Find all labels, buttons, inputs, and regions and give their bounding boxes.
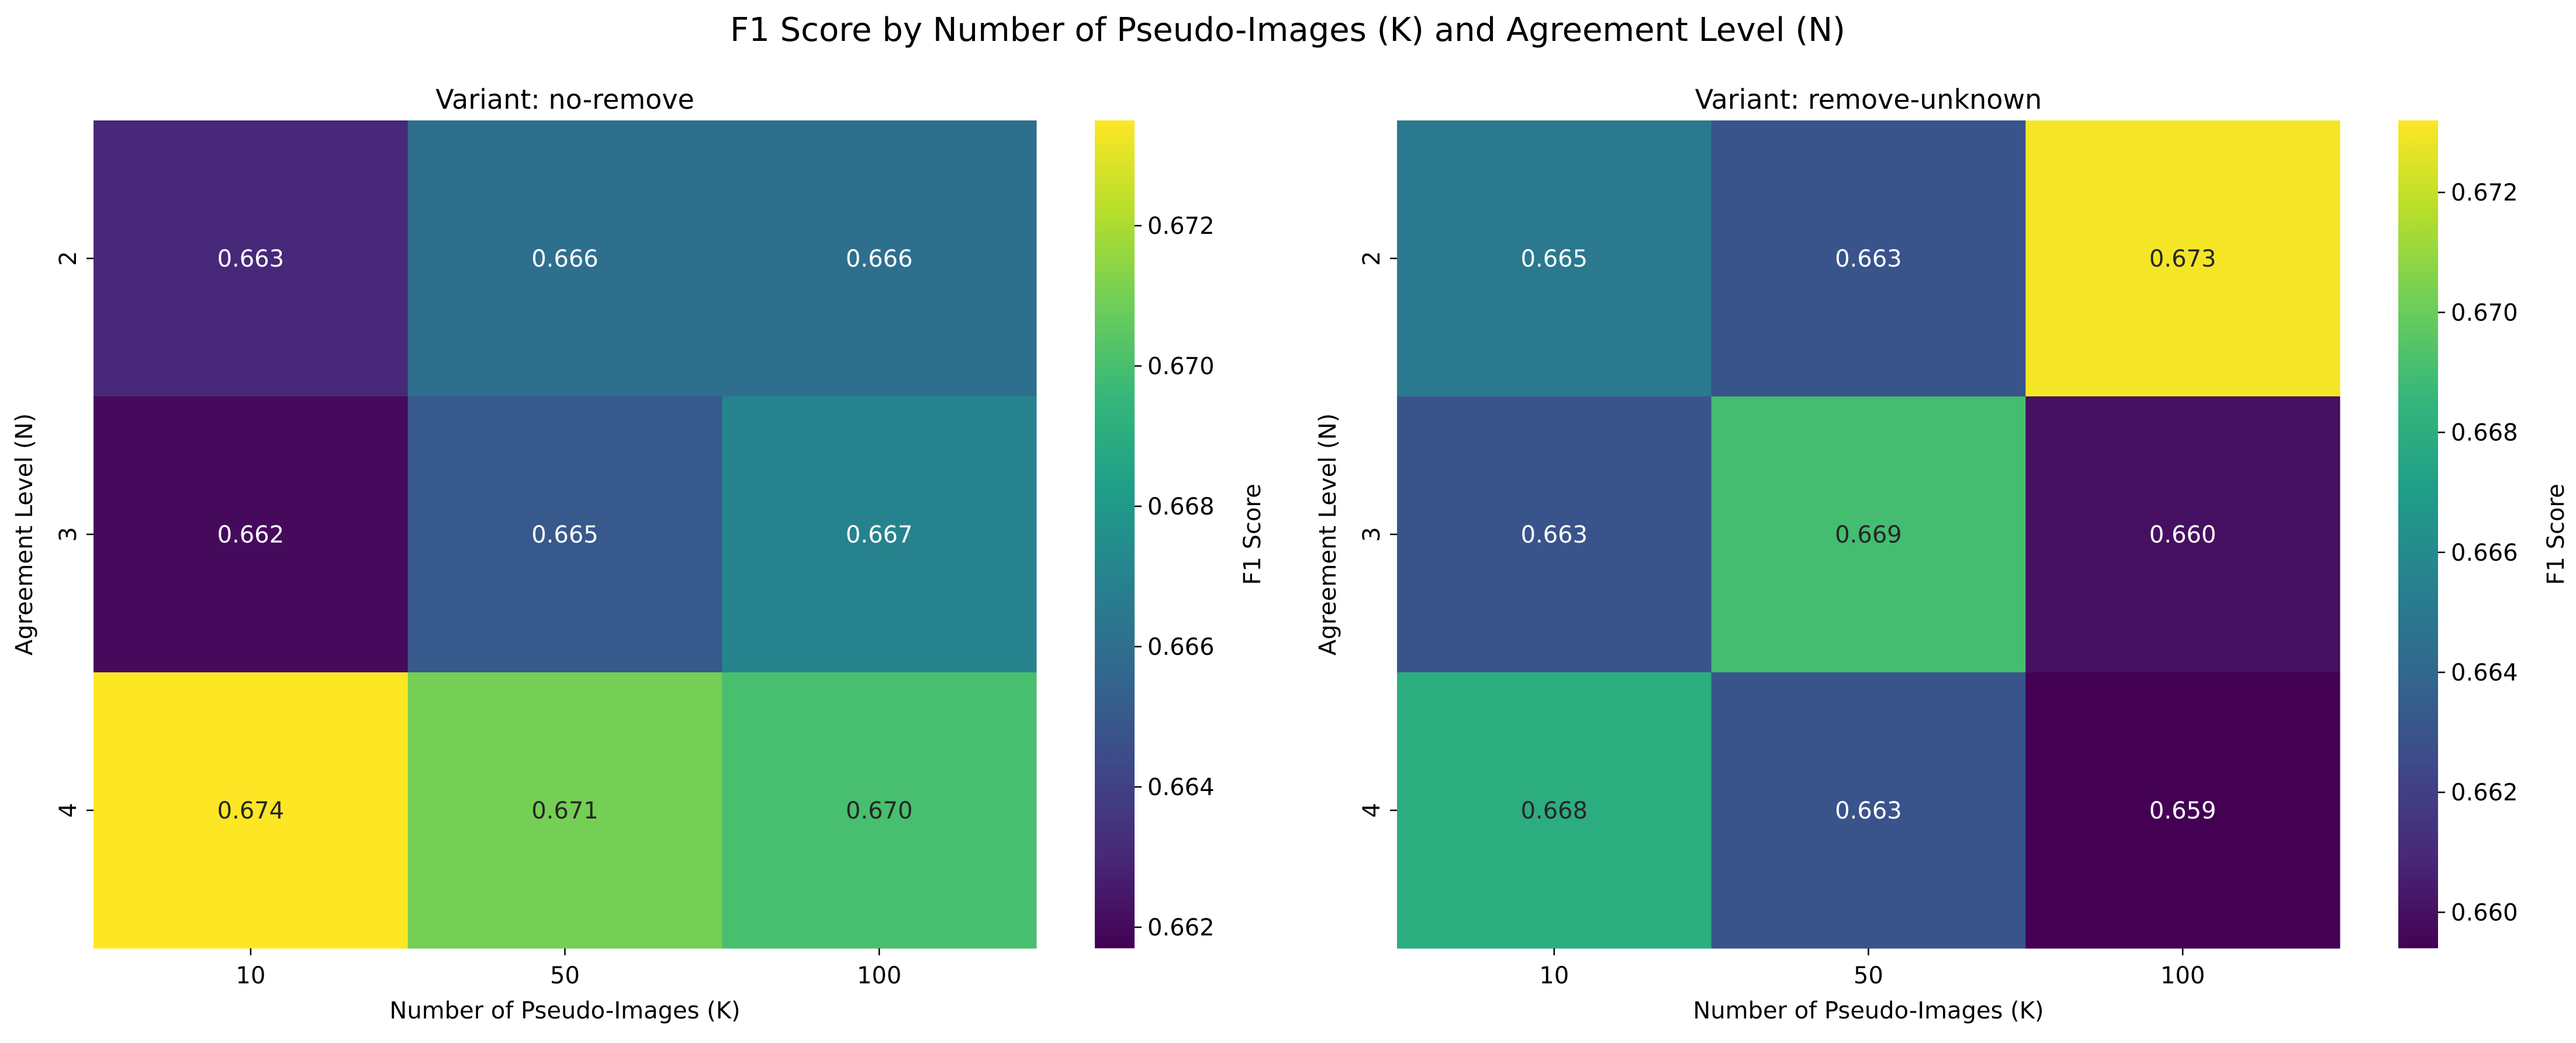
cell-value-label: 0.663 bbox=[1521, 522, 1588, 548]
colorbar-tick-label: 0.672 bbox=[1147, 213, 1215, 240]
cell-value-label: 0.663 bbox=[1835, 246, 1902, 272]
heatmap-cell bbox=[1397, 120, 1712, 397]
cell-value-label: 0.663 bbox=[1835, 797, 1902, 824]
heatmap-cell bbox=[722, 672, 1037, 949]
colorbar-tick-label: 0.662 bbox=[1147, 914, 1215, 941]
cell-value-label: 0.660 bbox=[2149, 522, 2217, 548]
colorbar-tick-label: 0.666 bbox=[1147, 634, 1215, 661]
colorbar-tick-label: 0.668 bbox=[2451, 420, 2518, 447]
colorbar-tick-label: 0.664 bbox=[2451, 659, 2518, 686]
heatmap-panel-2: Variant: remove-unknown 0.665 0.663 0.673 0.… bbox=[1315, 84, 2570, 1024]
colorbar-tick-label: 0.672 bbox=[2451, 179, 2518, 206]
y-tick-label: 4 bbox=[55, 803, 82, 817]
cell-value-label: 0.666 bbox=[846, 246, 913, 272]
cell-value-label: 0.659 bbox=[2149, 797, 2217, 824]
y-tick-label: 2 bbox=[55, 251, 82, 265]
x-tick-label: 10 bbox=[236, 962, 265, 989]
colorbar-label: F1 Score bbox=[1239, 483, 1266, 585]
colorbar-tick-label: 0.670 bbox=[2451, 299, 2518, 326]
colorbar-tick-label: 0.662 bbox=[2451, 779, 2518, 806]
x-tick-label: 50 bbox=[1854, 962, 1883, 989]
colorbar-tick-label: 0.666 bbox=[2451, 540, 2518, 567]
x-tick-label: 100 bbox=[2160, 962, 2205, 989]
colorbar bbox=[2398, 120, 2438, 948]
heatmap-cell bbox=[722, 396, 1037, 673]
heatmap-cell bbox=[2025, 396, 2340, 673]
heatmap-panel-1: Variant: no-remove 0.663 0.666 0.666 0.662 0.… bbox=[11, 84, 1266, 1024]
y-tick-label: 4 bbox=[1358, 803, 1385, 817]
cell-value-label: 0.665 bbox=[1521, 246, 1588, 272]
heatmap-cell bbox=[94, 672, 409, 949]
x-axis-label: Number of Pseudo-Images (K) bbox=[1693, 997, 2043, 1024]
y-axis-label: Agreement Level (N) bbox=[11, 413, 38, 655]
cell-value-label: 0.666 bbox=[531, 246, 599, 272]
cell-value-label: 0.667 bbox=[846, 522, 913, 548]
cell-value-label: 0.670 bbox=[846, 797, 913, 824]
y-axis-label: Agreement Level (N) bbox=[1315, 413, 1341, 655]
heatmap-cell bbox=[1711, 672, 2026, 949]
colorbar-tick-label: 0.670 bbox=[1147, 353, 1215, 380]
y-tick-label: 3 bbox=[1358, 527, 1385, 541]
cell-value-label: 0.668 bbox=[1521, 797, 1588, 824]
cell-value-label: 0.663 bbox=[217, 246, 285, 272]
y-tick-label: 2 bbox=[1358, 251, 1385, 265]
colorbar-tick-label: 0.660 bbox=[2451, 899, 2518, 926]
heatmap-cell bbox=[1711, 396, 2026, 673]
heatmap-cell bbox=[407, 396, 722, 673]
panel-title: Variant: no-remove bbox=[435, 84, 694, 115]
heatmap-panels: Variant: no-remove 0.663 0.666 0.666 0.662 0.… bbox=[11, 84, 2570, 1024]
x-tick-label: 10 bbox=[1539, 962, 1569, 989]
cell-value-label: 0.671 bbox=[531, 797, 599, 824]
heatmap-cell bbox=[722, 120, 1037, 397]
cell-value-label: 0.673 bbox=[2149, 246, 2217, 272]
heatmap-cell bbox=[1711, 120, 2026, 397]
heatmap-cell bbox=[1397, 396, 1712, 673]
cell-value-label: 0.669 bbox=[1835, 522, 1902, 548]
colorbar-label: F1 Score bbox=[2543, 483, 2570, 585]
heatmap-cell bbox=[2025, 672, 2340, 949]
heatmap-cell bbox=[407, 672, 722, 949]
figure-title: F1 Score by Number of Pseudo-Images (K) … bbox=[730, 11, 1845, 49]
x-axis-label: Number of Pseudo-Images (K) bbox=[389, 997, 740, 1024]
heatmap-cell bbox=[94, 120, 409, 397]
panel-title: Variant: remove-unknown bbox=[1695, 84, 2042, 115]
x-tick-label: 50 bbox=[550, 962, 580, 989]
x-tick-label: 100 bbox=[857, 962, 901, 989]
heatmap-cell bbox=[94, 396, 409, 673]
cell-value-label: 0.674 bbox=[217, 797, 285, 824]
heatmap-cell bbox=[1397, 672, 1712, 949]
y-tick-label: 3 bbox=[55, 527, 82, 541]
cell-value-label: 0.665 bbox=[531, 522, 599, 548]
cell-value-label: 0.662 bbox=[217, 522, 285, 548]
colorbar bbox=[1095, 120, 1135, 948]
colorbar-tick-label: 0.668 bbox=[1147, 493, 1215, 520]
heatmap-cell bbox=[407, 120, 722, 397]
heatmap-cell bbox=[2025, 120, 2340, 397]
colorbar-tick-label: 0.664 bbox=[1147, 774, 1215, 801]
